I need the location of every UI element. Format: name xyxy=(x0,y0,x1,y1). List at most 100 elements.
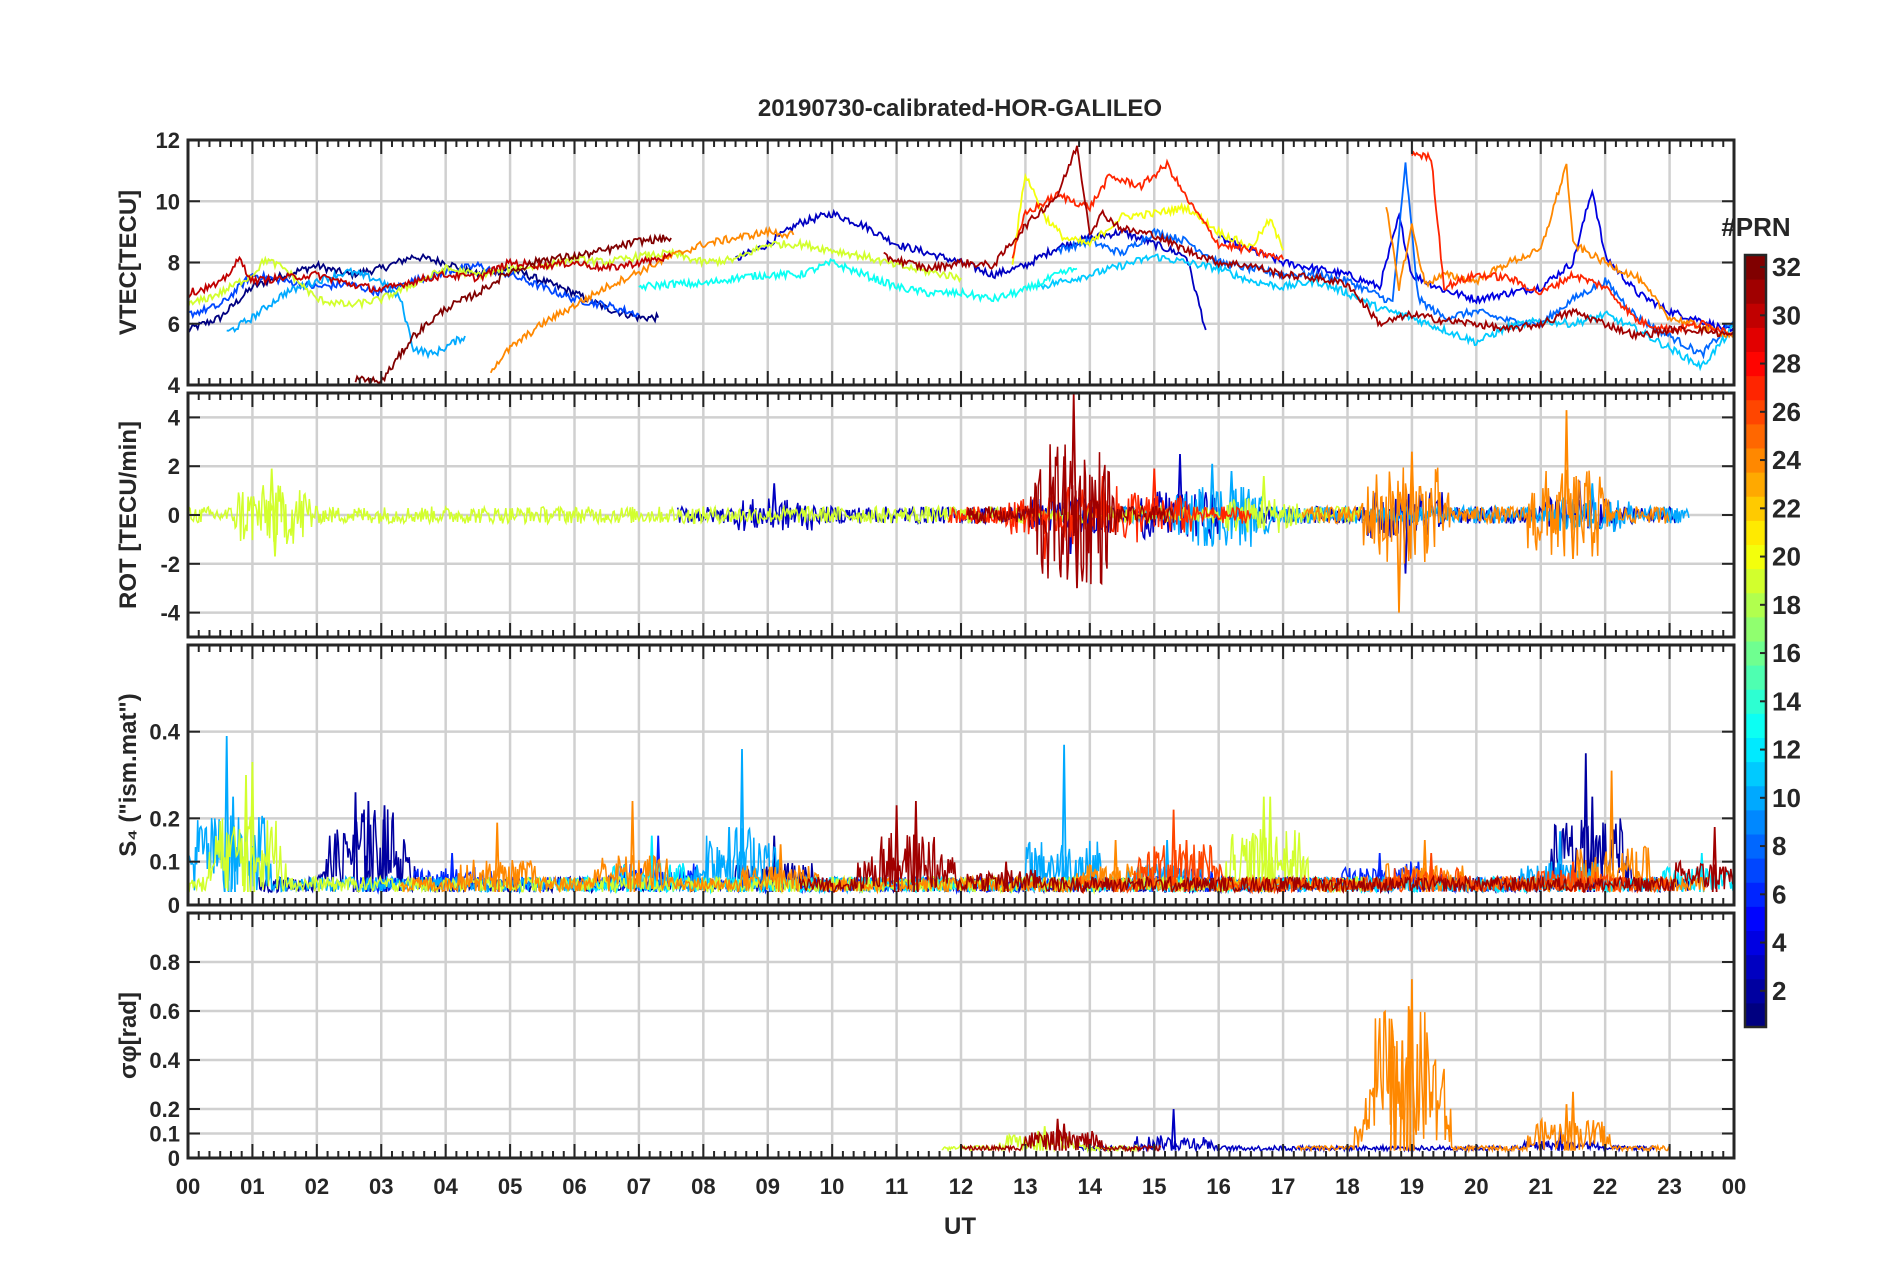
colorbar-segment xyxy=(1745,496,1766,521)
panel-2: -4 -2 0 2 4 ROT [TECU/min] xyxy=(115,391,1736,639)
vtec-series-prn-32 xyxy=(354,233,672,385)
vtec-series-prn-30 xyxy=(188,252,672,298)
colorbar-segment xyxy=(1745,520,1766,545)
spike-prn-31 xyxy=(1061,1123,1067,1151)
panel-data xyxy=(941,979,1671,1154)
panel-4: 00.10.2 0.4 0.6 0.8 σφ[rad] xyxy=(115,911,1736,1171)
spike-prn-2 xyxy=(1583,753,1589,893)
colorbar-segment xyxy=(1745,785,1766,811)
x-tick-label: 00 xyxy=(1722,1174,1746,1199)
vtec-series-prn-10 xyxy=(226,267,466,360)
x-tick-label: 05 xyxy=(498,1174,522,1199)
colorbar-segment xyxy=(1745,327,1766,352)
spike-prn-24 xyxy=(777,844,784,893)
spike-prn-26 xyxy=(1183,839,1190,893)
y-tick-label: 0 xyxy=(168,503,180,528)
y-tick-label: 0.4 xyxy=(149,1048,180,1073)
spike-prn-24 xyxy=(1608,770,1615,893)
colorbar-segment xyxy=(1745,375,1766,401)
colorbar-segment xyxy=(1745,954,1766,980)
colorbar-tick-label: 8 xyxy=(1772,831,1786,861)
vtec-series-prn-31 xyxy=(883,145,1734,342)
colorbar-label: #PRN xyxy=(1721,212,1790,242)
colorbar-tick-label: 26 xyxy=(1772,397,1801,427)
vtec-series-prn-20 xyxy=(1011,172,1284,265)
x-tick-label: 14 xyxy=(1078,1174,1103,1199)
series-trace-prn-3 xyxy=(1077,1135,1658,1153)
y-tick-label: 0.1 xyxy=(149,850,180,875)
panel-data xyxy=(188,145,1734,385)
spike-prn-24 xyxy=(1563,410,1570,516)
y-tick-label: 0 xyxy=(168,893,180,918)
spike-prn-10 xyxy=(1209,463,1216,516)
colorbar-tick-label: 4 xyxy=(1772,928,1787,958)
colorbar-segment xyxy=(1745,303,1766,328)
colorbar-segment xyxy=(1745,930,1766,956)
spike-prn-3 xyxy=(771,483,777,516)
x-tick-label: 20 xyxy=(1464,1174,1488,1199)
spike-prn-24 xyxy=(1396,514,1402,613)
spike-prn-24 xyxy=(1389,1030,1396,1151)
spike-prn-24 xyxy=(1112,839,1119,893)
spike-prn-19 xyxy=(272,514,278,557)
colorbar-segment xyxy=(1745,761,1766,787)
series-trace-prn-24 xyxy=(1301,467,1671,564)
x-tick-label: 15 xyxy=(1142,1174,1166,1199)
colorbar-tick-label: 20 xyxy=(1772,542,1801,572)
colorbar-tick-label: 24 xyxy=(1772,445,1801,475)
colorbar-segment xyxy=(1745,1002,1766,1028)
spike-prn-31 xyxy=(913,800,919,893)
series-trace-prn-31 xyxy=(960,1128,1162,1154)
colorbar-segment xyxy=(1745,834,1766,859)
chart-title: 20190730-calibrated-HOR-GALILEO xyxy=(758,95,1162,122)
x-tick-label: 07 xyxy=(627,1174,651,1199)
vtec-series-prn-13 xyxy=(638,257,1078,303)
colorbar-segment xyxy=(1745,423,1766,449)
colorbar-segment xyxy=(1745,399,1766,425)
colorbar-tick-label: 12 xyxy=(1772,735,1801,765)
spike-prn-31 xyxy=(1070,393,1077,516)
y-tick-label: 8 xyxy=(168,251,180,276)
y-tick-label: 0.1 xyxy=(149,1122,180,1147)
series-trace-prn-31 xyxy=(966,444,1175,586)
colorbar-segment xyxy=(1745,279,1766,304)
x-tick-label: 10 xyxy=(820,1174,844,1199)
x-tick-label: 08 xyxy=(691,1174,715,1199)
colorbar-tick-label: 10 xyxy=(1772,783,1801,813)
spike-prn-24 xyxy=(1570,514,1576,559)
colorbar-tick-label: 14 xyxy=(1772,686,1801,716)
spike-prn-24 xyxy=(1409,979,1415,1151)
panel-1: 4 6 8 10 12 VTEC[TECU] xyxy=(115,128,1736,398)
colorbar-segment xyxy=(1745,689,1766,714)
panel-3: 0 0.1 0.2 0.4 S₄ ("ism.mat") xyxy=(115,643,1736,918)
x-tick-label: 21 xyxy=(1529,1174,1553,1199)
colorbar-segment xyxy=(1745,544,1766,570)
spike-prn-19 xyxy=(243,774,249,893)
x-tick-label: 17 xyxy=(1271,1174,1295,1199)
spike-prn-31 xyxy=(1061,456,1067,516)
spike-prn-24 xyxy=(1399,1040,1406,1151)
spike-prn-24 xyxy=(494,822,500,893)
spike-prn-24 xyxy=(629,800,636,893)
spike-prn-31 xyxy=(1054,1118,1061,1151)
x-tick-label: 06 xyxy=(562,1174,586,1199)
colorbar-segment xyxy=(1745,472,1766,497)
y-tick-label: 10 xyxy=(156,189,180,214)
colorbar-segment xyxy=(1745,906,1766,931)
colorbar-tick-label: 6 xyxy=(1772,879,1786,909)
spike-prn-2 xyxy=(365,800,372,893)
y-tick-label: 0.4 xyxy=(149,720,180,745)
x-tick-label: 13 xyxy=(1013,1174,1037,1199)
colorbar-segment xyxy=(1745,592,1766,618)
spike-prn-10 xyxy=(1061,744,1067,893)
spike-prn-24 xyxy=(1409,451,1415,516)
spike-prn-19 xyxy=(268,468,275,516)
colorbar-tick-label: 18 xyxy=(1772,590,1801,620)
x-tick-label: 09 xyxy=(756,1174,780,1199)
colorbar-segment xyxy=(1745,351,1766,377)
y-axis-label: σφ[rad] xyxy=(115,992,142,1079)
spike-prn-19 xyxy=(1035,1130,1042,1151)
x-tick-label: 04 xyxy=(433,1174,458,1199)
